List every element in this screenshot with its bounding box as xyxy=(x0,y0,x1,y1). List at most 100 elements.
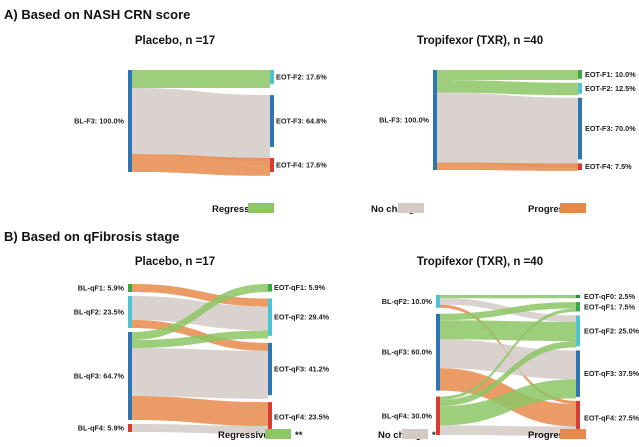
right-node-label: EOT-F3: 64.8% xyxy=(276,117,327,126)
left-node-label: BL-qF3: 64.7% xyxy=(74,371,125,380)
flow-band-no-change xyxy=(440,425,576,437)
right-node-label: EOT-qF0: 2.5% xyxy=(584,292,636,301)
flow-band-regressive xyxy=(440,295,576,299)
left-node-bar xyxy=(436,313,440,391)
legend-swatch-no-change xyxy=(398,203,424,213)
legend-swatch-regressive xyxy=(248,203,274,213)
right-node-label: EOT-qF2: 25.0% xyxy=(584,326,639,335)
right-node-bar xyxy=(268,402,272,432)
left-node-bar xyxy=(128,70,132,172)
sankey-panel-b-tropifexor: Tropifexor (TXR), n =40 BL-qF2: 10.0% BL-… xyxy=(382,256,639,437)
sankey-panel-b-placebo: Placebo, n =17 BL-qF1: 5.9% BL-qF2: 23.5%… xyxy=(74,256,330,435)
flow-band-progressive xyxy=(132,396,268,427)
legend-swatch-progressive xyxy=(560,429,586,439)
flow-band-regressive xyxy=(132,330,268,349)
panel-title: Placebo, n =17 xyxy=(135,35,215,47)
right-node-bar xyxy=(268,298,272,336)
flow-band-progressive xyxy=(437,162,578,171)
left-node-bar xyxy=(128,423,132,432)
left-node-label: BL-F3: 100.0% xyxy=(74,117,124,126)
legend-label: Regressive xyxy=(218,430,269,441)
flow-band-regressive xyxy=(440,302,576,321)
legend-label: Progressive xyxy=(528,204,582,215)
left-node-label: BL-F3: 100.0% xyxy=(379,116,429,125)
legend-label: Progressive xyxy=(528,430,582,441)
left-node-bar xyxy=(128,296,132,328)
right-node-bar xyxy=(576,350,580,397)
right-node-bar xyxy=(270,95,274,147)
right-node-bar xyxy=(576,315,580,347)
flow-band-regressive xyxy=(437,70,578,80)
panel-title: Placebo, n =17 xyxy=(135,256,215,268)
left-node-label: BL-qF4: 5.9% xyxy=(78,423,125,432)
right-node-label: EOT-qF2: 29.4% xyxy=(274,313,330,322)
significance-mark: ** xyxy=(295,430,303,441)
right-node-bar xyxy=(578,97,582,160)
right-node-bar xyxy=(268,284,272,292)
right-node-label: EOT-qF1: 7.5% xyxy=(584,302,636,311)
legend-label: Regressive xyxy=(212,204,263,215)
right-node-label: EOT-F3: 70.0% xyxy=(585,124,636,133)
left-node-bar xyxy=(128,331,132,420)
flow-band-regressive xyxy=(440,308,576,400)
legend-a: Regressive No change Progressive xyxy=(212,203,586,215)
flow-group xyxy=(132,70,270,176)
legend-b: Regressive**No change*Progressive xyxy=(218,429,586,441)
right-node-label: EOT-F4: 17.6% xyxy=(276,160,327,169)
right-node-bar xyxy=(270,157,274,172)
flow-band-progressive xyxy=(132,284,268,307)
flow-band-regressive xyxy=(440,379,576,426)
right-node-bar xyxy=(270,70,274,85)
right-node-bar xyxy=(576,400,580,435)
sankey-panel-a-placebo: Placebo, n =17 BL-F3: 100.0% EOT-F2: 17.6… xyxy=(74,35,327,176)
left-node-label: BL-qF2: 10.0% xyxy=(382,297,433,306)
right-node-label: EOT-F4: 7.5% xyxy=(585,162,632,171)
right-node-bar xyxy=(576,302,580,312)
section-title-b: B) Based on qFibrosis stage xyxy=(4,229,180,244)
flow-band-no-change xyxy=(132,87,270,162)
flow-band-progressive xyxy=(132,154,270,176)
legend-swatch-no-change xyxy=(402,429,428,439)
right-node-label: EOT-qF4: 23.5% xyxy=(274,413,330,422)
left-node-label: BL-qF1: 5.9% xyxy=(78,284,125,293)
section-title-a: A) Based on NASH CRN score xyxy=(4,7,190,22)
flow-group xyxy=(440,295,576,437)
right-node-bar xyxy=(578,82,582,94)
right-node-bar xyxy=(578,70,582,79)
left-node-label: BL-qF2: 23.5% xyxy=(74,308,125,317)
flow-band-no-change xyxy=(132,348,268,399)
flow-band-regressive xyxy=(440,320,576,341)
right-node-label: EOT-F2: 17.6% xyxy=(276,73,327,82)
right-node-label: EOT-F1: 10.0% xyxy=(585,70,636,79)
left-node-bar xyxy=(436,295,440,308)
right-node-bar xyxy=(576,295,580,299)
right-node-label: EOT-qF1: 5.9% xyxy=(274,283,326,292)
left-node-label: BL-qF3: 60.0% xyxy=(382,348,433,357)
right-node-bar xyxy=(268,342,272,396)
right-node-label: EOT-qF3: 41.2% xyxy=(274,364,330,373)
legend-label: No change xyxy=(371,204,420,215)
panel-title: Tropifexor (TXR), n =40 xyxy=(417,256,543,268)
legend-swatch-regressive xyxy=(265,429,291,439)
left-node-bar xyxy=(436,396,440,435)
legend-swatch-progressive xyxy=(560,203,586,213)
left-node-bar xyxy=(433,70,437,170)
sankey-panel-a-tropifexor: Tropifexor (TXR), n =40 BL-F3: 100.0% EOT… xyxy=(379,35,636,171)
flow-group xyxy=(437,70,578,171)
flow-band-no-change xyxy=(132,423,268,435)
flow-band-regressive xyxy=(440,341,576,407)
right-node-label: EOT-F2: 12.5% xyxy=(585,84,636,93)
left-node-bar xyxy=(128,284,132,293)
significance-mark: * xyxy=(432,430,436,441)
panel-title: Tropifexor (TXR), n =40 xyxy=(417,35,543,47)
right-node-bar xyxy=(578,163,582,170)
flow-band-regressive xyxy=(132,70,270,88)
flow-band-regressive xyxy=(437,80,578,96)
right-node-label: EOT-qF4: 27.5% xyxy=(584,413,639,422)
flow-group xyxy=(132,284,268,435)
left-node-label: BL-qF4: 30.0% xyxy=(382,411,433,420)
right-node-label: EOT-qF3: 37.5% xyxy=(584,369,639,378)
flow-band-no-change xyxy=(437,92,578,168)
flow-band-regressive xyxy=(132,284,268,341)
